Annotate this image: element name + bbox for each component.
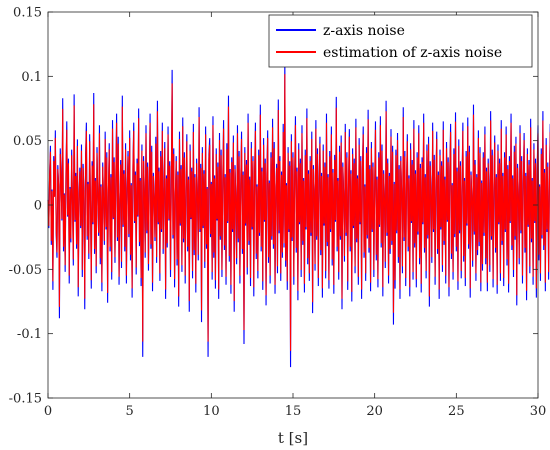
legend-box (268, 14, 533, 68)
series-layer (47, 59, 550, 368)
y-tick-label: -0.15 (9, 392, 42, 407)
y-tick-label: 0.15 (13, 6, 42, 21)
x-axis-label: t [s] (278, 429, 308, 447)
legend: z-axis noise estimation of z-axis noise (268, 14, 533, 68)
series-line-estimation (47, 74, 550, 351)
legend-label-z-axis-noise: z-axis noise (323, 23, 405, 39)
y-tick-label: 0.1 (21, 70, 42, 85)
x-tick-label: 25 (448, 404, 465, 419)
x-tick-label: 20 (366, 404, 383, 419)
x-tick-label: 0 (44, 404, 52, 419)
y-tick-label: -0.1 (17, 327, 42, 342)
x-tick-label: 30 (530, 404, 547, 419)
x-tick-label: 15 (285, 404, 302, 419)
x-tick-label: 10 (203, 404, 220, 419)
y-tick-label: 0 (34, 199, 42, 214)
y-tick-label: -0.05 (9, 263, 42, 278)
tick-labels: 0 5 10 15 20 25 30 -0.15 -0.1 -0.05 0 0.05 0.1 0.15 (9, 6, 547, 420)
x-tick-label: 5 (126, 404, 134, 419)
y-tick-label: 0.05 (13, 134, 42, 149)
legend-label-estimation: estimation of z-axis noise (323, 45, 502, 61)
axes (47, 11, 539, 399)
